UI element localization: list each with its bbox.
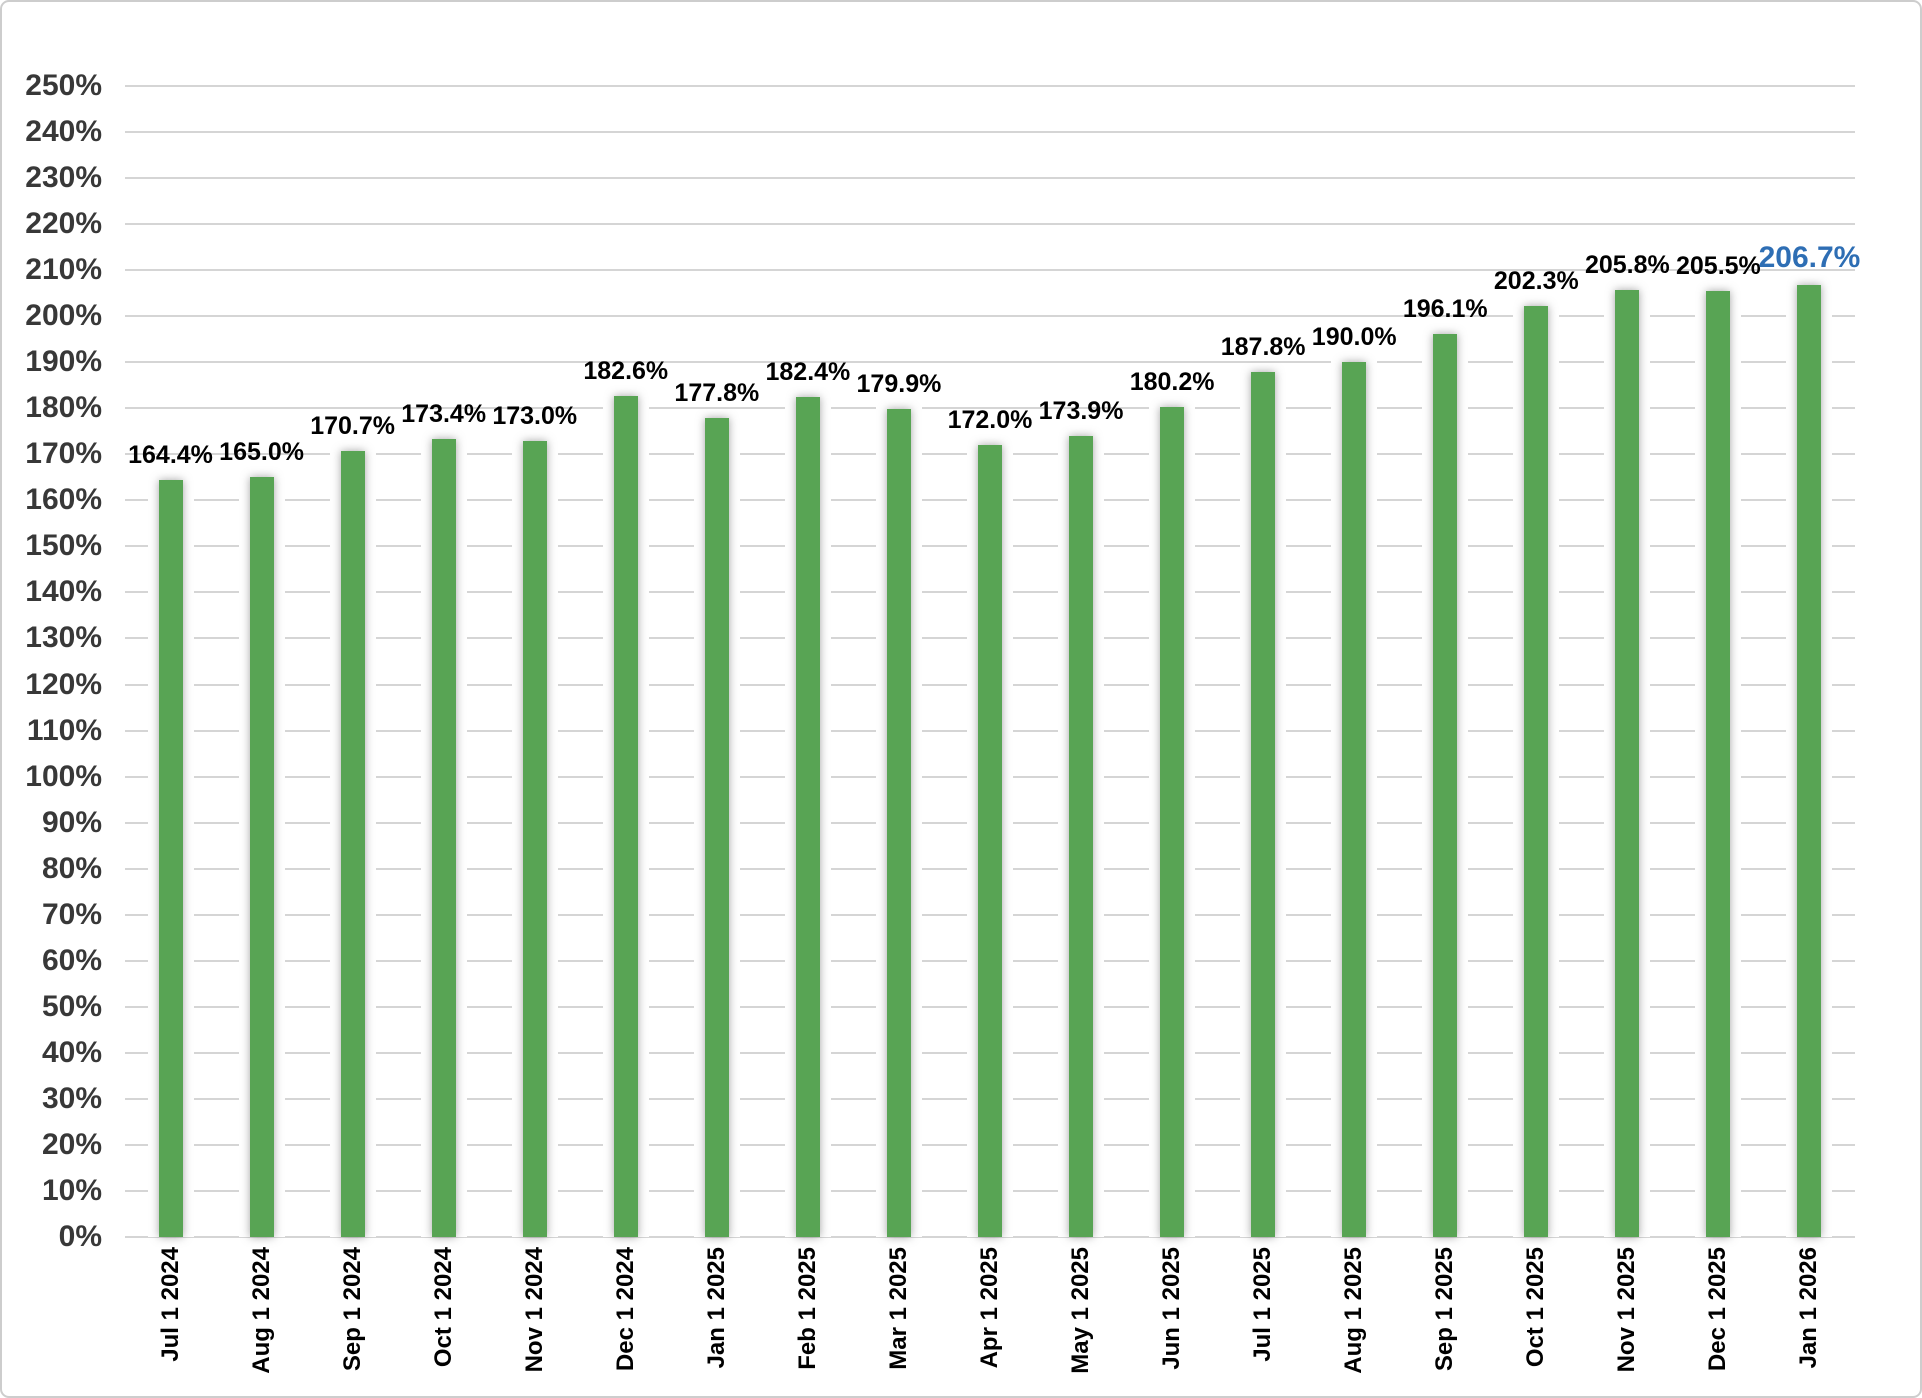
value-label: 173.0% — [492, 401, 578, 430]
value-label: 164.4% — [128, 441, 213, 470]
x-tick-label: Aug 1 2025 — [1340, 1247, 1368, 1374]
x-tick-label: Dec 1 2025 — [1704, 1247, 1732, 1372]
bar — [249, 477, 274, 1237]
x-tick-label: Jul 1 2024 — [156, 1247, 184, 1362]
y-tick-label: 190% — [25, 345, 102, 379]
x-tick-label: May 1 2025 — [1067, 1247, 1095, 1374]
bar — [795, 397, 820, 1237]
value-label: 205.5% — [1676, 251, 1761, 280]
bar — [340, 451, 365, 1237]
bar — [1160, 407, 1185, 1237]
y-tick-label: 220% — [25, 207, 102, 241]
bar — [1433, 334, 1458, 1237]
bar — [886, 408, 911, 1237]
gridline — [125, 269, 1855, 272]
x-tick-label: Feb 1 2025 — [793, 1247, 821, 1370]
y-tick-label: 180% — [25, 391, 102, 425]
x-tick-label: Nov 1 2025 — [1613, 1247, 1641, 1373]
bar — [1706, 290, 1731, 1237]
x-tick-label: Jan 1 2025 — [702, 1247, 730, 1369]
value-label: 172.0% — [947, 406, 1033, 435]
y-tick-label: 0% — [58, 1220, 102, 1253]
gridline — [125, 85, 1855, 87]
bar — [978, 445, 1002, 1237]
bar — [1524, 305, 1549, 1237]
x-tick-label: Aug 1 2024 — [247, 1247, 275, 1374]
gridline — [125, 177, 1855, 180]
y-tick-label: 120% — [25, 667, 102, 701]
y-tick-label: 150% — [25, 529, 102, 563]
bar — [522, 440, 547, 1237]
y-tick-label: 210% — [25, 253, 102, 287]
value-label: 206.7% — [1758, 241, 1861, 275]
x-tick-label: Jan 1 2026 — [1795, 1247, 1823, 1369]
value-label: 202.3% — [1493, 266, 1579, 295]
bar — [1615, 289, 1640, 1237]
gridline — [125, 407, 1855, 410]
y-tick-label: 130% — [25, 621, 102, 655]
x-tick-label: Apr 1 2025 — [976, 1247, 1003, 1369]
bar — [704, 418, 729, 1237]
plot-area: 164.4% 165.0% 170.7% 173.4% 173.0% 182.6% 177.… — [125, 85, 1860, 1238]
bar — [613, 396, 638, 1237]
x-tick-label: Nov 1 2024 — [520, 1247, 548, 1373]
value-label: 182.4% — [765, 358, 851, 387]
value-label: 182.6% — [583, 357, 669, 386]
y-tick-label: 30% — [41, 1081, 102, 1115]
x-tick-label: Sep 1 2024 — [338, 1247, 366, 1372]
value-label: 205.8% — [1584, 250, 1670, 279]
gridline — [125, 131, 1855, 134]
y-tick-label: 240% — [25, 115, 102, 149]
y-tick-label: 10% — [41, 1173, 102, 1207]
x-tick-label: Oct 1 2024 — [429, 1247, 457, 1368]
value-label: 187.8% — [1220, 333, 1306, 362]
value-label: 173.9% — [1038, 397, 1124, 426]
y-tick-label: 140% — [25, 575, 102, 609]
gridline — [125, 223, 1855, 226]
y-tick-label: 40% — [41, 1035, 102, 1069]
value-label: 196.1% — [1402, 295, 1488, 324]
x-tick-label: Mar 1 2025 — [884, 1247, 912, 1370]
x-tick-label: Dec 1 2024 — [611, 1247, 639, 1372]
gridline — [125, 1236, 1855, 1238]
y-tick-label: 200% — [25, 299, 102, 333]
value-label: 190.0% — [1311, 323, 1397, 352]
x-tick-label: Jul 1 2025 — [1249, 1247, 1277, 1362]
value-label: 170.7% — [310, 412, 396, 441]
y-tick-label: 160% — [25, 483, 102, 517]
y-tick-label: 230% — [25, 161, 102, 195]
x-tick-label: Sep 1 2025 — [1431, 1247, 1459, 1372]
bar — [1797, 285, 1822, 1237]
y-tick-label: 110% — [26, 713, 102, 747]
value-label: 179.9% — [856, 369, 942, 398]
value-label: 173.4% — [401, 399, 487, 428]
y-tick-label: 20% — [41, 1127, 102, 1161]
y-tick-label: 100% — [25, 759, 102, 793]
value-label: 165.0% — [219, 438, 304, 467]
y-tick-label: 50% — [41, 989, 102, 1023]
value-label: 180.2% — [1129, 368, 1215, 397]
y-tick-label: 250% — [25, 69, 102, 102]
x-tick-label: Oct 1 2025 — [1522, 1247, 1550, 1368]
bar — [1342, 362, 1367, 1237]
y-tick-label: 170% — [25, 437, 102, 471]
value-label: 177.8% — [674, 379, 760, 408]
bar — [431, 438, 456, 1237]
x-tick-label: Jun 1 2025 — [1158, 1247, 1186, 1370]
y-tick-label: 80% — [41, 851, 102, 885]
gridline — [125, 361, 1855, 364]
bar — [158, 480, 183, 1237]
bar — [1251, 372, 1276, 1237]
y-tick-label: 70% — [41, 897, 102, 931]
bar — [1069, 436, 1094, 1237]
y-tick-label: 90% — [41, 805, 102, 839]
y-tick-label: 60% — [41, 943, 102, 977]
gridline — [125, 315, 1855, 318]
